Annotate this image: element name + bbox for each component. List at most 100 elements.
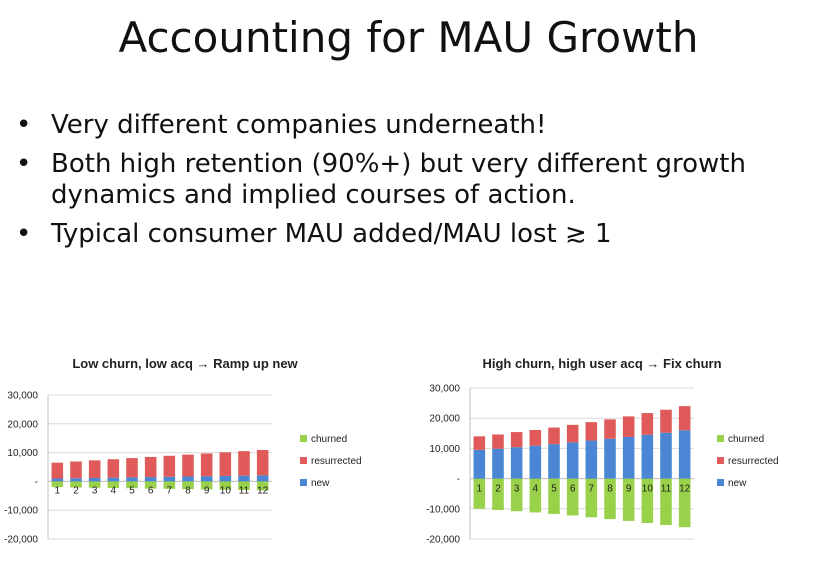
bar-new [529, 445, 542, 479]
bullet-dot: • [16, 149, 32, 179]
legend-swatch-resurrected [717, 457, 724, 464]
bar-churned [641, 478, 654, 523]
bar-resurrected [678, 406, 691, 431]
bar-new [566, 442, 579, 479]
bar-new [107, 477, 120, 482]
bar-churned [126, 481, 138, 489]
bar-new [492, 448, 504, 479]
y-tick-label: -10,000 [426, 504, 460, 515]
bar-churned [622, 478, 635, 521]
bar-new [678, 430, 691, 479]
x-tick-label: 3 [92, 485, 98, 496]
legend-swatch-new [717, 479, 724, 486]
x-tick-label: 1 [477, 484, 483, 495]
bar-churned [163, 481, 176, 489]
bar-churned [182, 481, 194, 490]
legend-label-new: new [311, 478, 330, 489]
bar-churned [200, 481, 213, 490]
x-tick-label: 12 [257, 485, 269, 496]
x-tick-label: 8 [185, 485, 191, 496]
bar-churned [256, 481, 269, 491]
bar-resurrected [585, 422, 598, 441]
bullet-dot: • [16, 219, 32, 249]
bar-resurrected [219, 452, 232, 476]
bar-resurrected [238, 451, 250, 476]
bar-churned [70, 481, 82, 488]
bar-churned [51, 481, 64, 488]
bar-resurrected [256, 450, 269, 476]
bar-new [622, 436, 635, 479]
y-tick-label: - [457, 474, 460, 485]
bar-churned [107, 481, 120, 489]
bar-resurrected [604, 419, 616, 439]
bullet-item: • Typical consumer MAU added/MAU lost ≳ … [16, 219, 806, 250]
bar-new [548, 444, 560, 479]
bar-churned [88, 481, 101, 488]
x-tick-label: 11 [661, 484, 672, 495]
x-tick-label: 1 [55, 485, 61, 496]
bar-new [256, 475, 269, 482]
x-tick-label: 4 [111, 485, 117, 496]
bar-churned [144, 481, 157, 489]
y-tick-label: 10,000 [429, 444, 460, 455]
legend-swatch-churned [717, 435, 724, 442]
legend-swatch-churned [300, 435, 307, 442]
bar-churned [604, 478, 616, 520]
x-tick-label: 5 [551, 484, 557, 495]
x-tick-label: 4 [533, 484, 539, 495]
bar-new [182, 476, 194, 482]
bar-churned [492, 478, 504, 511]
bar-new [585, 440, 598, 479]
legend-label-resurrected: resurrected [728, 456, 779, 467]
bar-new [641, 434, 654, 479]
bar-resurrected [182, 454, 194, 477]
bullet-text: Both high retention (90%+) but very diff… [51, 149, 746, 210]
y-tick-label: 20,000 [7, 419, 38, 430]
x-tick-label: 10 [220, 485, 232, 496]
y-tick-label: 10,000 [7, 448, 38, 459]
bar-churned [566, 478, 579, 516]
y-tick-label: - [35, 477, 38, 488]
bar-churned [585, 478, 598, 518]
chart-title: Low churn, low acq → Ramp up new [72, 356, 298, 371]
bar-churned [473, 478, 486, 509]
x-tick-label: 2 [495, 484, 501, 495]
bar-churned [529, 478, 542, 513]
bullet-list: • Very different companies underneath! •… [16, 110, 806, 258]
y-tick-label: -20,000 [426, 535, 460, 546]
x-tick-label: 9 [204, 485, 210, 496]
bar-resurrected [473, 436, 486, 450]
bar-new [163, 476, 176, 482]
chart-svg: Low churn, low acq → Ramp up new-20,000-… [4, 356, 362, 546]
y-tick-label: -10,000 [4, 506, 38, 517]
bar-new [238, 475, 250, 482]
bar-new [88, 477, 101, 482]
bar-resurrected [548, 427, 560, 445]
bar-new [473, 449, 486, 479]
x-tick-label: 7 [589, 484, 595, 495]
bar-resurrected [492, 434, 504, 449]
bar-churned [548, 478, 560, 514]
bar-new [144, 477, 157, 482]
bullet-item: • Very different companies underneath! [16, 110, 806, 141]
bar-resurrected [641, 413, 654, 435]
bar-resurrected [163, 455, 176, 477]
bar-churned [678, 478, 691, 528]
bar-new [219, 475, 232, 482]
bar-new [660, 432, 672, 479]
chart-low-churn: Low churn, low acq → Ramp up new -20,000-… [0, 350, 400, 560]
x-tick-label: 6 [570, 484, 576, 495]
bar-resurrected [510, 432, 523, 448]
y-tick-label: 30,000 [7, 391, 38, 402]
x-tick-label: 6 [148, 485, 154, 496]
bar-churned [660, 478, 672, 526]
x-tick-label: 2 [73, 485, 79, 496]
slide-title: Accounting for MAU Growth [118, 13, 699, 62]
bar-resurrected [70, 461, 82, 479]
bar-resurrected [200, 453, 213, 477]
y-tick-label: -20,000 [4, 535, 38, 546]
chart-svg: High churn, high user acq → Fix churn-20… [426, 356, 779, 546]
bar-resurrected [660, 409, 672, 433]
x-tick-label: 9 [626, 484, 632, 495]
bar-resurrected [144, 456, 157, 478]
